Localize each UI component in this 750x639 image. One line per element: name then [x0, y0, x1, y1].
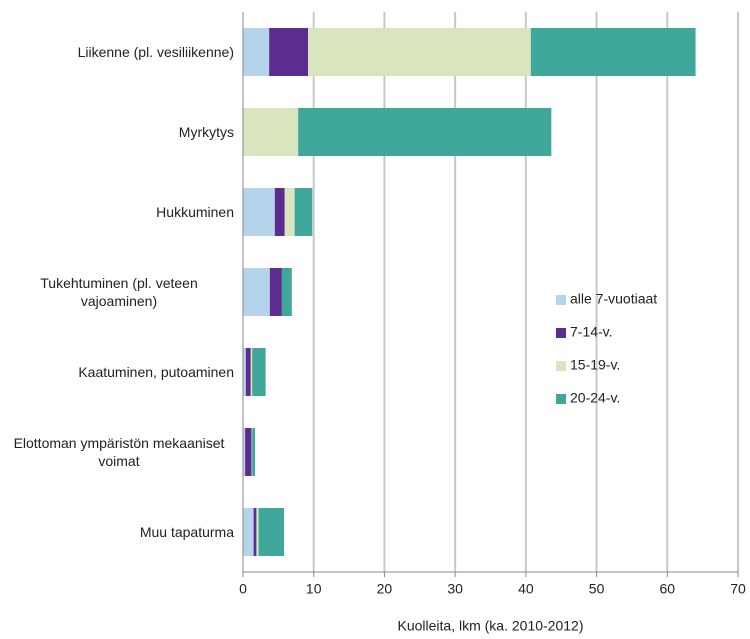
bar-segment — [243, 188, 275, 236]
bar-segment — [308, 28, 531, 76]
category-text: Elottoman ympäristön mekaaniset voimat — [13, 435, 225, 469]
x-axis-title: Kuolleita, lkm (ka. 2010-2012) — [398, 618, 584, 634]
bar-segment — [269, 28, 309, 76]
legend-swatch — [556, 295, 566, 305]
bar-segment — [281, 268, 292, 316]
bar-segment — [243, 28, 270, 76]
bar-segment — [530, 28, 696, 76]
category-text: Kaatuminen, putoaminen — [78, 364, 234, 380]
bar-segment — [258, 508, 285, 556]
x-tick-label: 30 — [447, 581, 463, 597]
bar-segment — [256, 508, 259, 556]
bar-segment — [252, 348, 266, 396]
legend-label: 20-24-v. — [570, 390, 620, 406]
legend-label: alle 7-vuotiaat — [570, 291, 657, 307]
bar-segment — [245, 348, 251, 396]
legend-label: 15-19-v. — [570, 357, 620, 373]
category-label: Tukehtuminen (pl. veteen vajoaminen) — [4, 274, 234, 310]
bar-segment — [294, 188, 313, 236]
bar-segment — [245, 428, 252, 476]
category-label: Muu tapaturma — [4, 523, 234, 541]
bar-segment — [253, 508, 257, 556]
category-label: Kaatuminen, putoaminen — [4, 363, 234, 381]
category-text: Myrkytys — [178, 124, 234, 140]
bar-segment — [251, 428, 253, 476]
legend-swatch — [556, 394, 566, 404]
category-text: Hukkuminen — [156, 204, 234, 220]
category-label: Liikenne (pl. vesiliikenne) — [4, 43, 234, 61]
x-tick-label: 50 — [589, 581, 605, 597]
category-text: Liikenne (pl. vesiliikenne) — [77, 44, 234, 60]
legend-swatch — [556, 328, 566, 338]
bar-segment — [274, 188, 285, 236]
legend-label: 7-14-v. — [570, 324, 613, 340]
x-tick-label: 0 — [239, 581, 247, 597]
bar-segment — [243, 508, 254, 556]
bar-segment — [243, 108, 299, 156]
bar-segment — [269, 268, 282, 316]
bar-segment — [250, 348, 253, 396]
category-label: Myrkytys — [4, 123, 234, 141]
bar-segment — [298, 108, 552, 156]
x-tick-label: 10 — [306, 581, 322, 597]
bar-segment — [252, 428, 256, 476]
bar-segment — [243, 348, 246, 396]
category-text: Muu tapaturma — [139, 524, 234, 540]
x-tick-label: 60 — [659, 581, 675, 597]
bar-segment — [243, 428, 246, 476]
bar-segment — [284, 188, 295, 236]
category-text: Tukehtuminen (pl. veteen vajoaminen) — [40, 275, 198, 309]
legend-swatch — [556, 361, 566, 371]
bar-segment — [243, 268, 270, 316]
x-tick-label: 40 — [518, 581, 534, 597]
category-label: Hukkuminen — [4, 203, 234, 221]
category-label: Elottoman ympäristön mekaaniset voimat — [4, 434, 234, 470]
x-tick-label: 70 — [730, 581, 746, 597]
x-tick-label: 20 — [377, 581, 393, 597]
